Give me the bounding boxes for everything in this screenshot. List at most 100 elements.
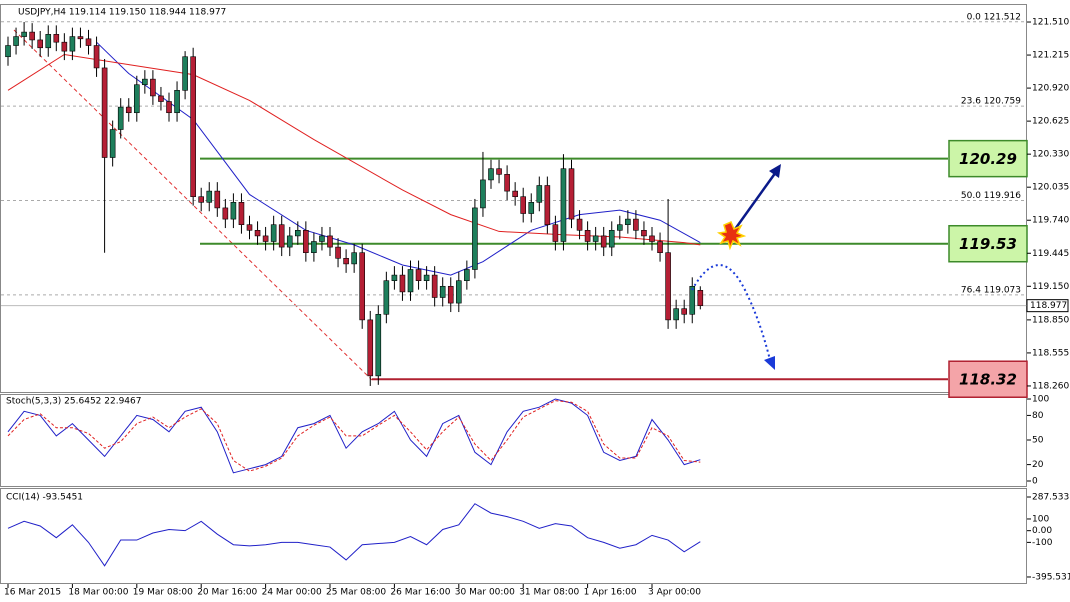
level-label: 118.32	[959, 371, 1017, 389]
y-tick-label: 0.00	[1032, 526, 1052, 536]
candle-body	[246, 224, 253, 231]
y-tick-label: 118.260	[1032, 381, 1069, 391]
candle-body	[480, 179, 486, 209]
x-tick-label: 24 Mar 00:00	[262, 588, 322, 598]
candle-body	[649, 235, 655, 242]
candle-body	[488, 168, 494, 181]
candle-body	[625, 218, 631, 226]
fib-label: 50.0 119.916	[961, 191, 1021, 201]
fib-label: 0.0 121.512	[967, 12, 1021, 22]
annotations	[691, 164, 781, 370]
indicator-line	[7, 398, 701, 474]
candle-body	[544, 185, 551, 226]
x-tick-label: 31 Mar 08:00	[519, 588, 579, 598]
candle-body	[101, 67, 108, 158]
y-tick-label: -395.5315	[1032, 572, 1070, 582]
stoch-label: Stoch(5,3,3) 25.6452 22.9467	[6, 397, 141, 407]
candle-body	[150, 78, 156, 97]
y-tick-label: 118.555	[1032, 348, 1069, 358]
candle-body	[13, 36, 19, 46]
candle-body	[633, 218, 639, 231]
candle-body	[109, 129, 116, 158]
candle-body	[568, 168, 575, 220]
cci-panel	[0, 488, 1027, 584]
candle-body	[190, 56, 196, 198]
candle-body	[53, 34, 60, 43]
y-tick-label: 120.920	[1032, 84, 1069, 94]
candle-body	[45, 34, 52, 49]
candle-body	[399, 274, 406, 293]
candle-body	[270, 224, 277, 242]
candle-body	[383, 280, 390, 315]
arrow-head	[769, 164, 781, 178]
x-tick-label: 26 Mar 16:00	[390, 588, 450, 598]
candle-body	[134, 84, 140, 114]
y-tick-label: 287.533	[1032, 493, 1069, 503]
candle-body	[584, 230, 591, 242]
y-tick-label: 20	[1032, 460, 1044, 470]
cci-label: CCI(14) -93.5451	[6, 493, 83, 503]
current-price-tag	[1026, 299, 1069, 313]
x-tick-label: 1 Apr 16:00	[584, 588, 637, 598]
candle-body	[496, 168, 502, 175]
y-tick-label: 120.330	[1032, 150, 1069, 160]
arrow-down	[691, 264, 771, 361]
candle-body	[319, 235, 325, 242]
y-tick-label: 120.625	[1032, 117, 1069, 127]
y-tick-label: 121.510	[1032, 18, 1069, 28]
indicator-line	[7, 503, 701, 567]
candle-body	[166, 101, 172, 114]
stoch-panel	[0, 394, 1027, 487]
candle-body	[407, 269, 414, 293]
candle-body	[576, 218, 583, 231]
y-tick-label: 118.850	[1032, 315, 1069, 325]
candle-body	[375, 313, 382, 377]
candle-body	[69, 36, 76, 52]
arrow-head	[764, 356, 775, 370]
candle-body	[616, 224, 623, 231]
explosion-icon	[716, 221, 747, 251]
x-tick-label: 16 Mar 2015	[4, 588, 61, 598]
candle-body	[665, 252, 671, 321]
y-tick-label: 120.035	[1032, 183, 1069, 193]
y-tick-label: 80	[1032, 411, 1044, 421]
candle-body	[560, 168, 567, 242]
x-tick-label: 3 Apr 00:00	[648, 588, 701, 598]
candle-body	[552, 224, 559, 242]
level-label: 120.29	[959, 150, 1017, 168]
x-tick-label: 18 Mar 00:00	[68, 588, 128, 598]
candle-body	[93, 45, 100, 69]
candle-body	[351, 252, 357, 265]
candle-body	[608, 230, 615, 248]
level-box	[948, 139, 1028, 178]
candle-body	[528, 202, 535, 214]
chart-header: USDJPY,H4 119.114 119.150 118.944 118.97…	[18, 8, 226, 18]
fib-label: 23.6 120.759	[961, 97, 1021, 107]
candle-body	[29, 31, 35, 41]
candle-body	[343, 257, 349, 265]
candle-body	[85, 38, 92, 46]
candle-body	[125, 106, 132, 114]
candle-body	[327, 235, 333, 248]
candle-body	[536, 185, 543, 203]
candle-body	[592, 235, 599, 242]
candle-body	[415, 269, 422, 281]
arrow-up	[731, 171, 778, 233]
y-tick-label: 0	[1032, 476, 1038, 486]
x-tick-label: 25 Mar 08:00	[326, 588, 386, 598]
candle-body	[464, 269, 470, 281]
candle-body	[472, 207, 478, 270]
main-panel	[0, 4, 1027, 393]
candle-body	[117, 106, 124, 130]
candle-body	[286, 235, 293, 248]
y-tick-label: 119.150	[1032, 282, 1069, 292]
candle-body	[303, 230, 309, 253]
candle-body	[206, 190, 213, 203]
candle-body	[431, 274, 438, 298]
x-tick-label: 20 Mar 16:00	[197, 588, 257, 598]
x-tick-label: 19 Mar 08:00	[133, 588, 193, 598]
y-tick-label: -100	[1032, 538, 1053, 548]
candle-body	[5, 45, 11, 58]
candle-body	[158, 95, 164, 102]
